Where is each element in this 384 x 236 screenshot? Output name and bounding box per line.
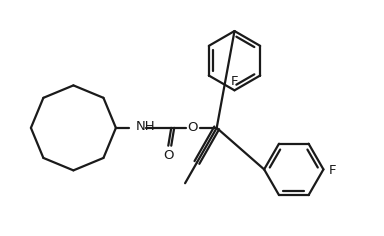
Text: O: O (188, 121, 198, 134)
Text: NH: NH (136, 120, 155, 133)
Text: F: F (231, 75, 238, 88)
Text: O: O (163, 149, 174, 162)
Text: F: F (329, 164, 336, 177)
